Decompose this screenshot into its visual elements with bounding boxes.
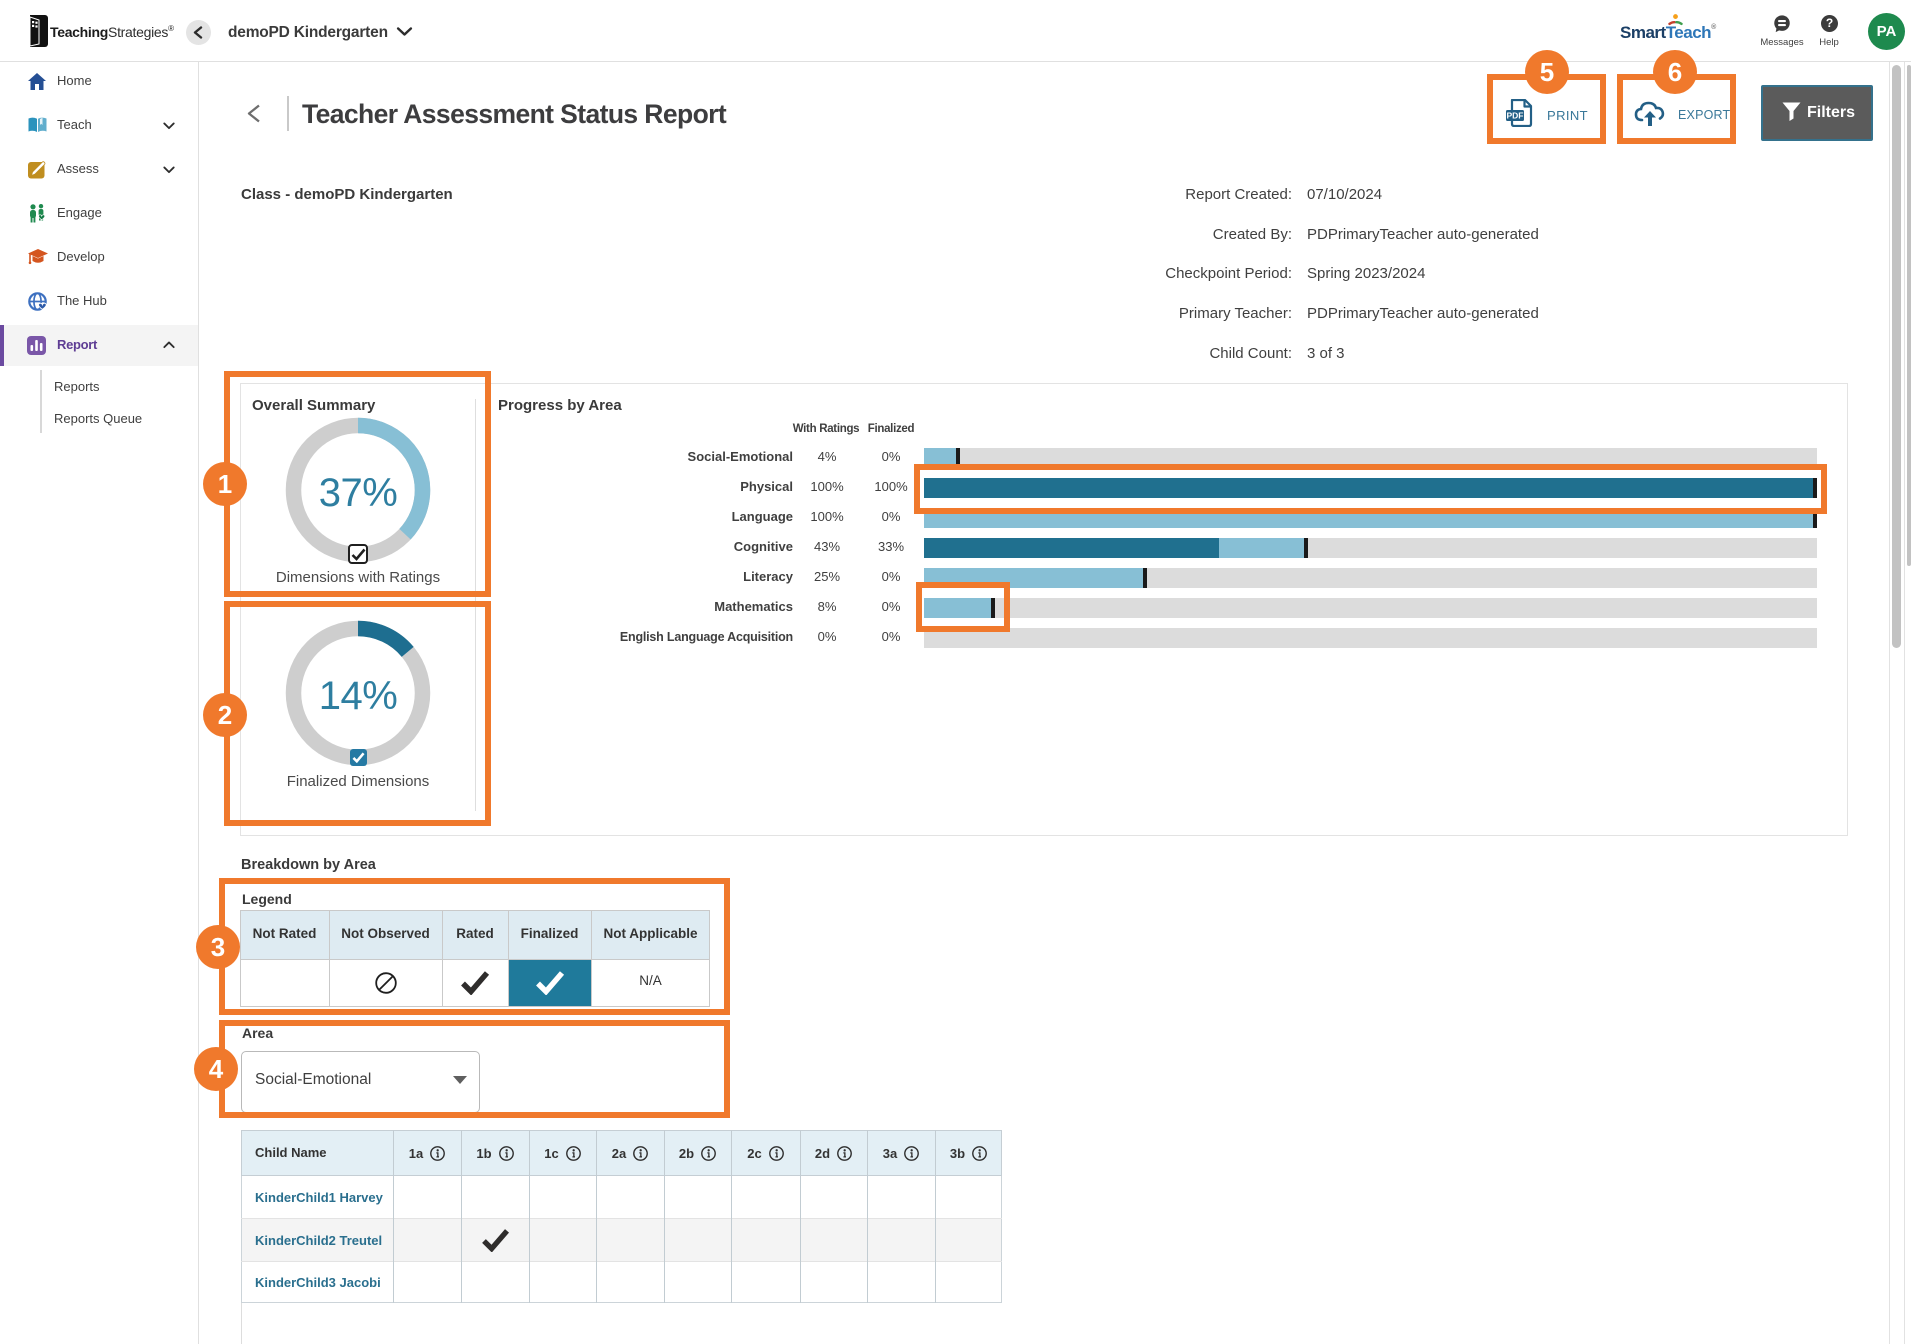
- svg-text:PDF: PDF: [1507, 111, 1524, 121]
